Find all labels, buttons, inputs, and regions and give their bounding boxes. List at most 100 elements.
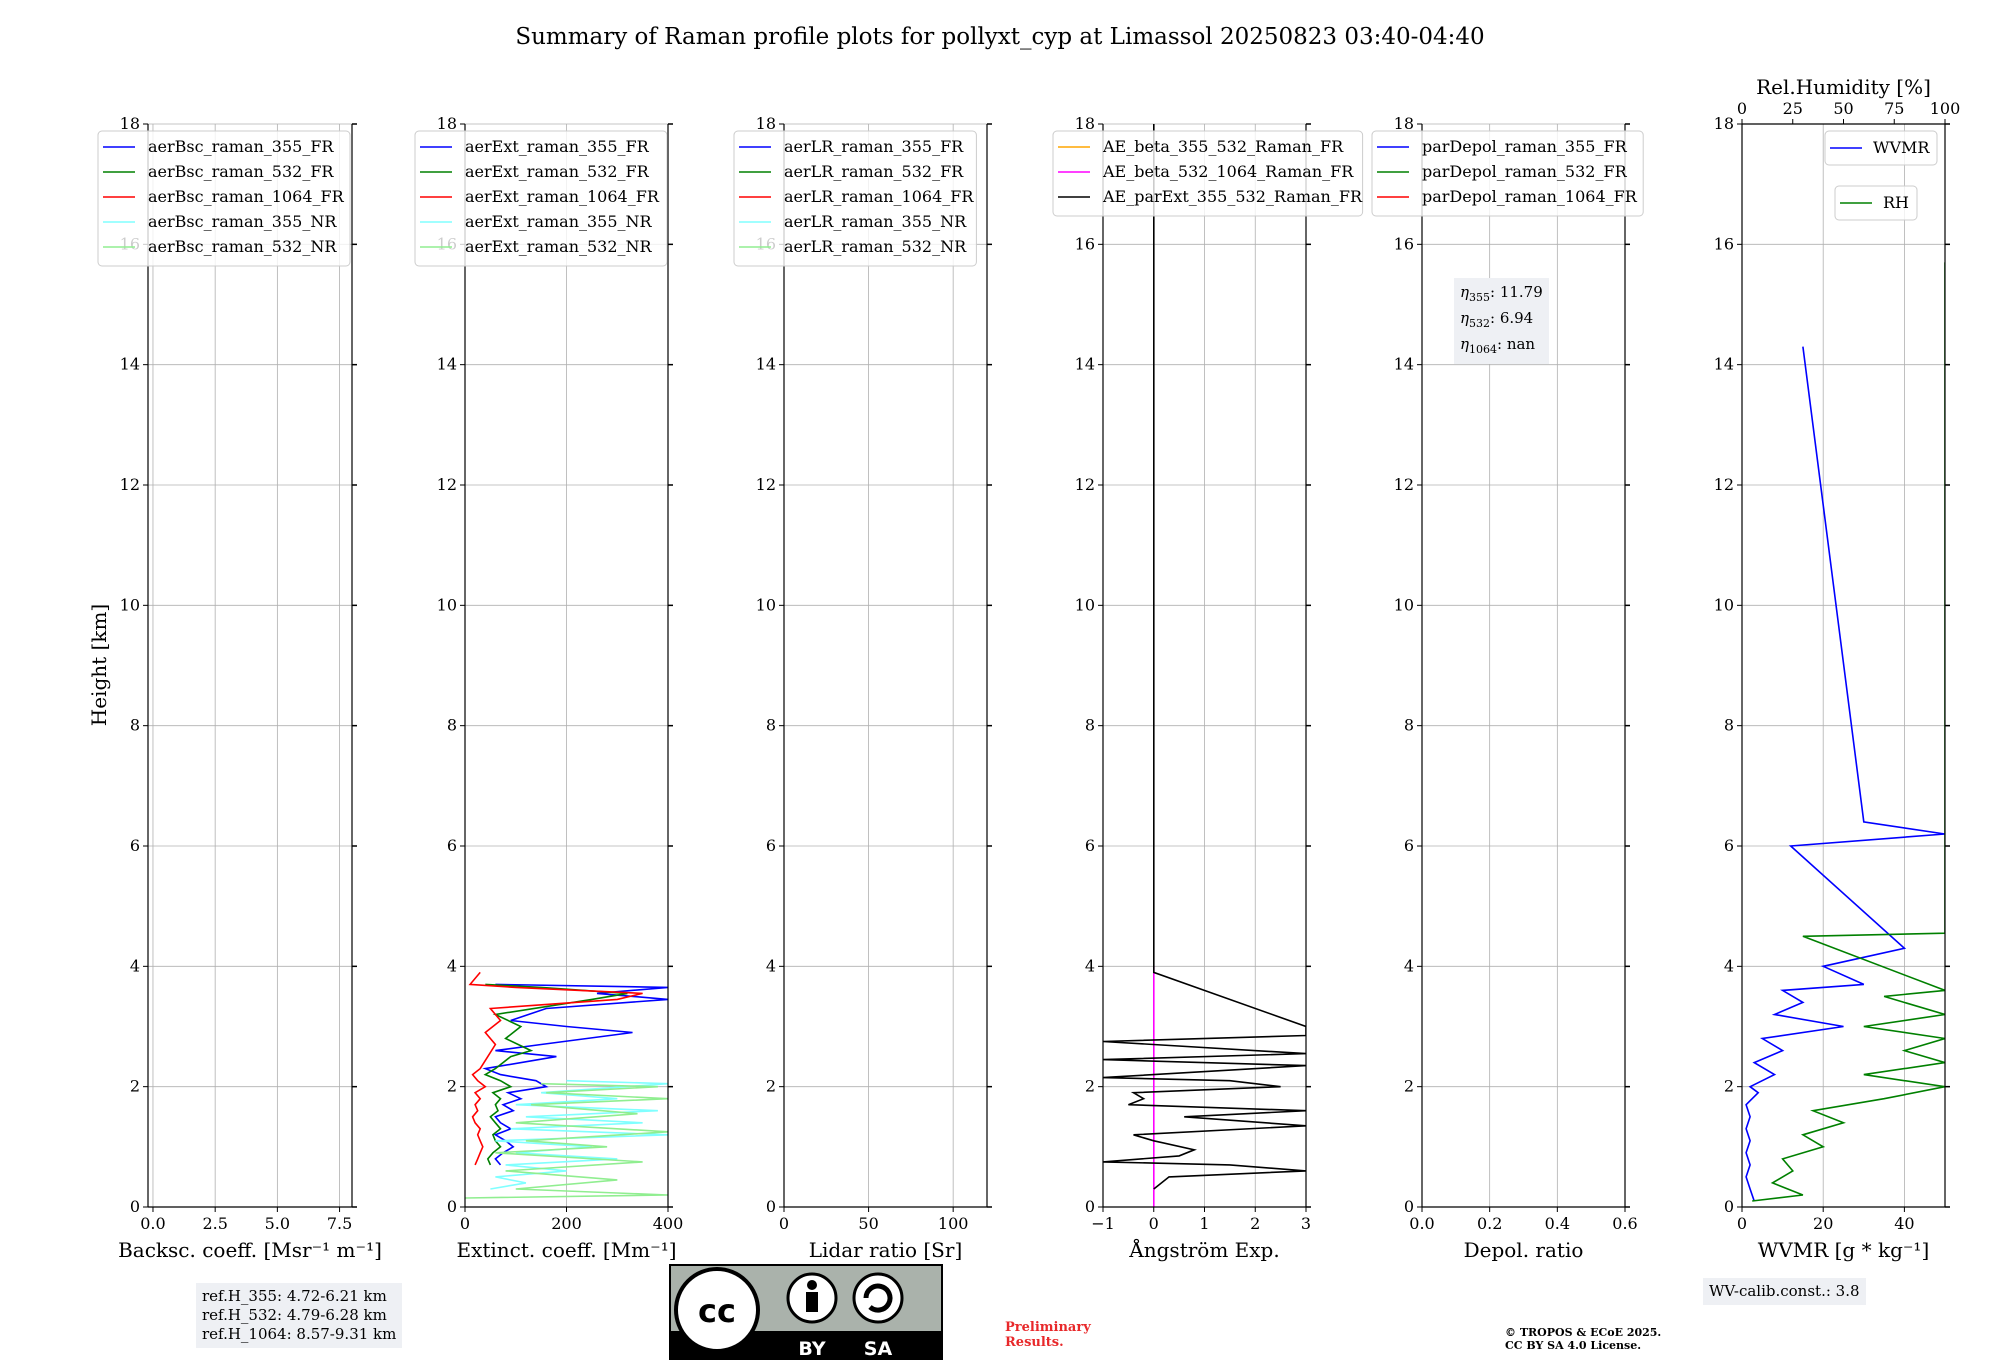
panel-3: 024681012141618050100Lidar ratio [Sr]aer… [733, 114, 992, 1262]
x2-tick-label: 50 [1833, 99, 1853, 118]
y-tick-label: 16 [1394, 234, 1414, 253]
legend-label: aerExt_raman_532_NR [465, 237, 653, 256]
x-tick-label: 5.0 [265, 1214, 290, 1233]
legend-label: aerLR_raman_1064_FR [784, 187, 974, 206]
y-tick-label: 4 [766, 956, 776, 975]
series-line-WVMR [1745, 346, 1945, 1202]
y-tick-label: 6 [130, 836, 140, 855]
x-axis-label: Extinct. coeff. [Mm⁻¹] [456, 1238, 676, 1262]
legend-label: aerBsc_raman_1064_FR [148, 187, 345, 206]
y-tick-label: 18 [1394, 114, 1414, 133]
y-tick-label: 0 [1085, 1197, 1095, 1216]
y-tick-label: 0 [1404, 1197, 1414, 1216]
x-tick-label: 2.5 [202, 1214, 227, 1233]
y-tick-label: 18 [756, 114, 776, 133]
eta-532: η532: 6.94 [1460, 309, 1534, 330]
y-tick-label: 2 [447, 1077, 457, 1096]
y-tick-label: 10 [1075, 595, 1095, 614]
legend-label: aerExt_raman_1064_FR [465, 187, 660, 206]
eta-box: η355: 11.79 η532: 6.94 η1064: nan [1454, 278, 1549, 364]
ref-height-355: ref.H_355: 4.72-6.21 km [202, 1287, 387, 1305]
y-tick-label: 4 [1085, 956, 1095, 975]
legend-label: AE_beta_355_532_Raman_FR [1102, 137, 1344, 156]
y-tick-label: 2 [1724, 1077, 1734, 1096]
cc-mark: cc [698, 1292, 736, 1330]
legend-box [1371, 130, 1644, 217]
legend-label: aerExt_raman_355_NR [465, 212, 653, 231]
x2-axis-label: Rel.Humidity [%] [1756, 75, 1931, 99]
y-tick-label: 8 [1724, 716, 1734, 735]
x-tick-label: 0 [1737, 1214, 1747, 1233]
legend-label: WVMR [1873, 138, 1930, 157]
y-tick-label: 4 [1724, 956, 1734, 975]
preliminary-note: Preliminary Results. [1005, 1320, 1091, 1350]
panel-2: 0246810121416180200400Extinct. coeff. [M… [414, 114, 684, 1262]
legend-label: aerLR_raman_355_FR [784, 137, 964, 156]
series-line-RH [1752, 262, 1945, 1202]
y-tick-label: 14 [120, 355, 140, 374]
legend-box [1834, 185, 1918, 221]
sa-label: SA [864, 1338, 893, 1360]
x-tick-label: 0 [1149, 1214, 1159, 1233]
x-axis-label: Backsc. coeff. [Msr⁻¹ m⁻¹] [118, 1238, 382, 1262]
by-label: BY [798, 1338, 825, 1360]
x-tick-label: −1 [1091, 1214, 1115, 1233]
x-tick-label: 400 [653, 1214, 684, 1233]
y-tick-label: 8 [766, 716, 776, 735]
y-tick-label: 6 [766, 836, 776, 855]
x2-tick-label: 25 [1783, 99, 1803, 118]
y-tick-label: 12 [1714, 475, 1734, 494]
y-tick-label: 12 [437, 475, 457, 494]
y-tick-label: 18 [1714, 114, 1734, 133]
y-tick-label: 18 [1075, 114, 1095, 133]
x-tick-label: 0.0 [140, 1214, 165, 1233]
x-tick-label: 0.0 [1409, 1214, 1434, 1233]
x-tick-label: 100 [938, 1214, 969, 1233]
x-tick-label: 0.4 [1545, 1214, 1570, 1233]
x-tick-label: 50 [858, 1214, 878, 1233]
x2-tick-label: 0 [1737, 99, 1747, 118]
legend-label: parDepol_raman_1064_FR [1422, 187, 1638, 206]
x-tick-label: 20 [1813, 1214, 1833, 1233]
wv-calib-box: WV-calib.const.: 3.8 [1703, 1278, 1866, 1305]
y-tick-label: 0 [447, 1197, 457, 1216]
y-tick-label: 6 [1404, 836, 1414, 855]
y-tick-label: 8 [130, 716, 140, 735]
x-axis-label: Lidar ratio [Sr] [809, 1238, 963, 1262]
y-tick-label: 4 [1404, 956, 1414, 975]
y-axis-label: Height [km] [87, 604, 111, 726]
legend-label: aerBsc_raman_532_NR [148, 237, 337, 256]
legend-label: RH [1883, 193, 1909, 212]
legend-label: aerBsc_raman_355_NR [148, 212, 337, 231]
reference-height-box: ref.H_355: 4.72-6.21 km ref.H_532: 4.79-… [196, 1283, 403, 1348]
x2-tick-label: 100 [1930, 99, 1961, 118]
x-tick-label: 3 [1301, 1214, 1311, 1233]
copyright-note: © TROPOS & ECoE 2025. CC BY SA 4.0 Licen… [1505, 1326, 1662, 1352]
legend-box [733, 130, 977, 267]
legend-label: aerExt_raman_355_FR [465, 137, 650, 156]
legend-label: aerLR_raman_532_NR [784, 237, 967, 256]
eta-355: η355: 11.79 [1460, 283, 1543, 304]
y-tick-label: 12 [120, 475, 140, 494]
x-tick-label: 0 [460, 1214, 470, 1233]
cc-by-sa-logo: cc BY SA [669, 1264, 943, 1360]
y-tick-label: 18 [120, 114, 140, 133]
y-tick-label: 16 [1075, 234, 1095, 253]
y-tick-label: 10 [437, 595, 457, 614]
x-axis-label: Ångström Exp. [1128, 1237, 1279, 1262]
y-tick-label: 6 [1724, 836, 1734, 855]
y-tick-label: 14 [756, 355, 776, 374]
eta-1064: η1064: nan [1460, 335, 1536, 356]
x-tick-label: 7.5 [327, 1214, 352, 1233]
y-tick-label: 2 [1404, 1077, 1414, 1096]
series-group [1745, 262, 1945, 1202]
series-line-AE_parExt_355_532_Raman_FR [1103, 124, 1306, 1190]
legend-label: AE_beta_532_1064_Raman_FR [1102, 162, 1354, 181]
y-tick-label: 12 [1075, 475, 1095, 494]
y-tick-label: 10 [120, 595, 140, 614]
x2-tick-label: 75 [1884, 99, 1904, 118]
y-tick-label: 4 [130, 956, 140, 975]
sa-share-icon [852, 1272, 904, 1324]
x-tick-label: 2 [1250, 1214, 1260, 1233]
legend-box [414, 130, 668, 267]
